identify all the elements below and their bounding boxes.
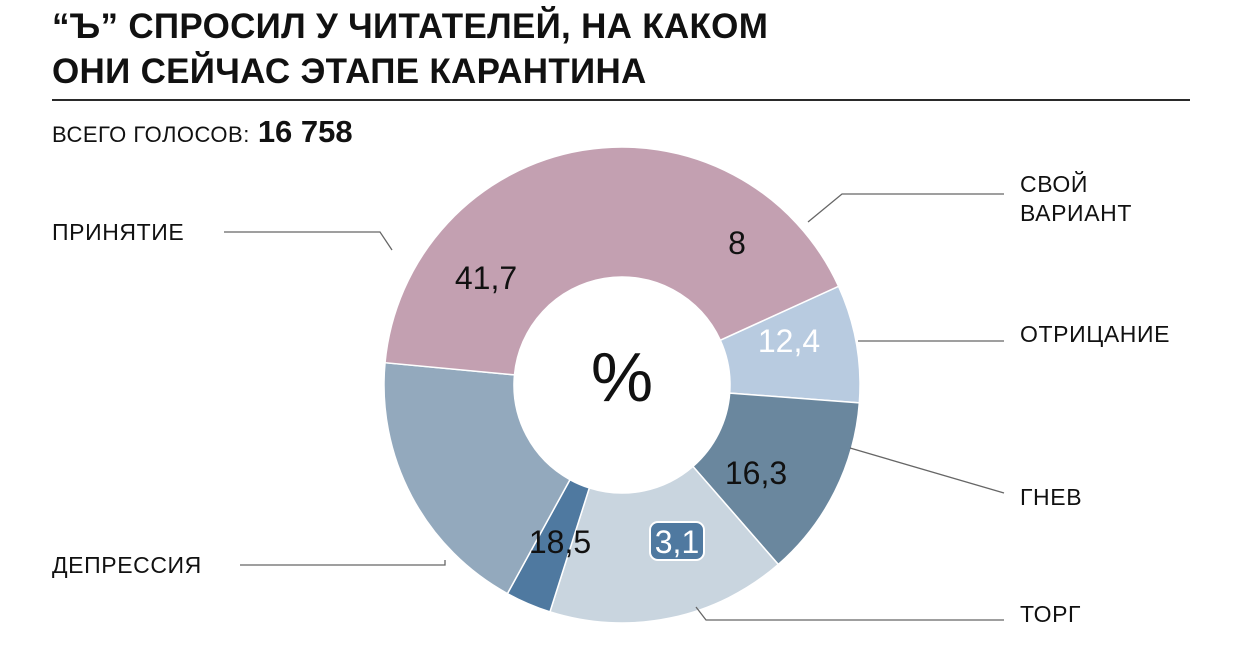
category-label-принятие: ПРИНЯТИЕ bbox=[52, 219, 184, 245]
value-label-bg-торг bbox=[649, 521, 705, 561]
leader-line-торг bbox=[695, 606, 1004, 621]
value-label-торг: 3,1 bbox=[655, 524, 699, 560]
percent-symbol: % bbox=[591, 338, 653, 416]
value-label-принятие: 41,7 bbox=[455, 260, 517, 296]
title-line-1: “Ъ” СПРОСИЛ У ЧИТАТЕЛЕЙ, НА КАКОМ bbox=[52, 7, 769, 46]
category-label-свой-вариант: СВОЙ ВАРИАНТ bbox=[1020, 170, 1132, 226]
title-line-2: ОНИ СЕЙЧАС ЭТАПЕ КАРАНТИНА bbox=[52, 52, 647, 91]
category-label-гнев: ГНЕВ bbox=[1020, 484, 1082, 510]
slice-принятие bbox=[384, 146, 840, 376]
slice-отрицание bbox=[691, 392, 861, 566]
leader-line-гнев bbox=[849, 447, 1005, 494]
total-votes-label: ВСЕГО ГОЛОСОВ: bbox=[52, 122, 250, 147]
slice-депрессия bbox=[383, 361, 572, 595]
category-label-торг: ТОРГ bbox=[1020, 601, 1081, 627]
value-label-депрессия: 18,5 bbox=[529, 524, 591, 560]
leader-line-свой-вариант bbox=[807, 193, 1004, 223]
category-label-депрессия: ДЕПРЕССИЯ bbox=[52, 552, 202, 578]
value-label-гнев: 16,3 bbox=[725, 455, 787, 491]
leader-line-депрессия bbox=[240, 560, 446, 566]
total-votes-value: 16 758 bbox=[257, 114, 353, 149]
total-votes: ВСЕГО ГОЛОСОВ: 16 758 bbox=[52, 112, 353, 155]
leader-line-принятие bbox=[224, 231, 393, 251]
value-label-свой-вариант: 8 bbox=[728, 225, 746, 261]
chart-title: “Ъ” СПРОСИЛ У ЧИТАТЕЛЕЙ, НА КАКОМ ОНИ СЕ… bbox=[52, 4, 1052, 94]
title-divider bbox=[52, 99, 1190, 101]
category-label-отрицание: ОТРИЦАНИЕ bbox=[1020, 321, 1170, 347]
value-label-отрицание: 12,4 bbox=[758, 323, 820, 359]
